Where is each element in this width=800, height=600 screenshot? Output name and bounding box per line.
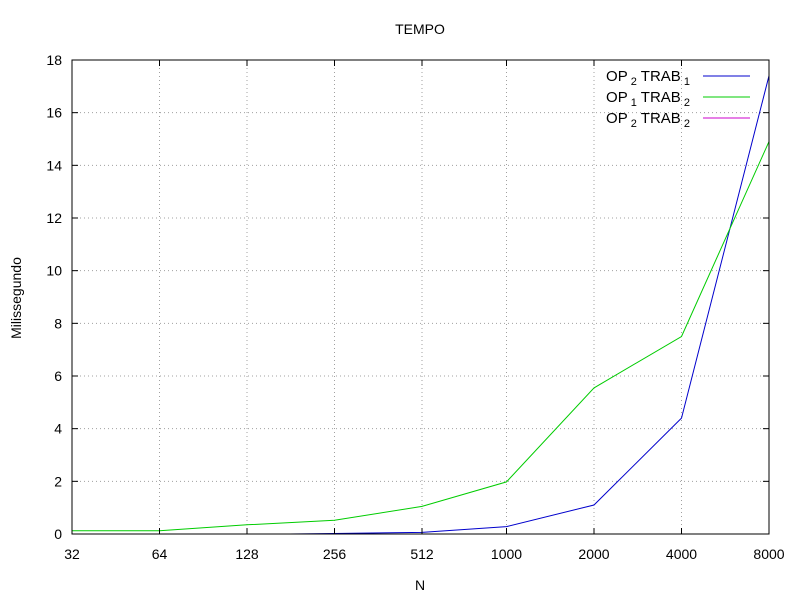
series-line-2 (72, 141, 770, 532)
legend-label: OP 2 TRAB 2 (606, 110, 690, 130)
x-axis-label: N (415, 577, 425, 593)
x-tick-label: 32 (64, 546, 80, 562)
y-tick-label: 4 (54, 421, 62, 437)
legend-label: OP 2 TRAB 1 (606, 68, 690, 88)
plot-frame (71, 59, 770, 535)
y-tick-label: 10 (46, 263, 62, 279)
y-tick-label: 18 (46, 52, 62, 68)
y-tick-label: 12 (46, 210, 62, 226)
grid-lines (72, 60, 769, 534)
axis-ticks: 32 64 128 256 512 1000 2000 4000 8000 0 2 4 6 8 10 12 14… (46, 52, 784, 562)
x-tick-label: 256 (323, 546, 347, 562)
y-tick-label: 6 (54, 368, 62, 384)
series-lines (72, 75, 770, 535)
chart-title: TEMPO (395, 21, 445, 37)
x-tick-label: 8000 (753, 546, 784, 562)
x-tick-label: 64 (152, 546, 168, 562)
y-tick-label: 14 (46, 157, 62, 173)
series-line-1 (289, 75, 770, 535)
legend-label: OP 1 TRAB 2 (606, 89, 690, 109)
y-tick-label: 2 (54, 473, 62, 489)
x-tick-label: 1000 (491, 546, 522, 562)
x-tick-label: 512 (410, 546, 434, 562)
x-tick-label: 2000 (578, 546, 609, 562)
legend: OP 2 TRAB 1OP 1 TRAB 2OP 2 TRAB 2 (606, 68, 750, 130)
x-tick-label: 128 (235, 546, 259, 562)
y-tick-label: 16 (46, 105, 62, 121)
y-axis-label: Milissegundo (8, 257, 24, 339)
y-tick-label: 0 (54, 526, 62, 542)
y-tick-label: 8 (54, 315, 62, 331)
x-tick-label: 4000 (666, 546, 697, 562)
